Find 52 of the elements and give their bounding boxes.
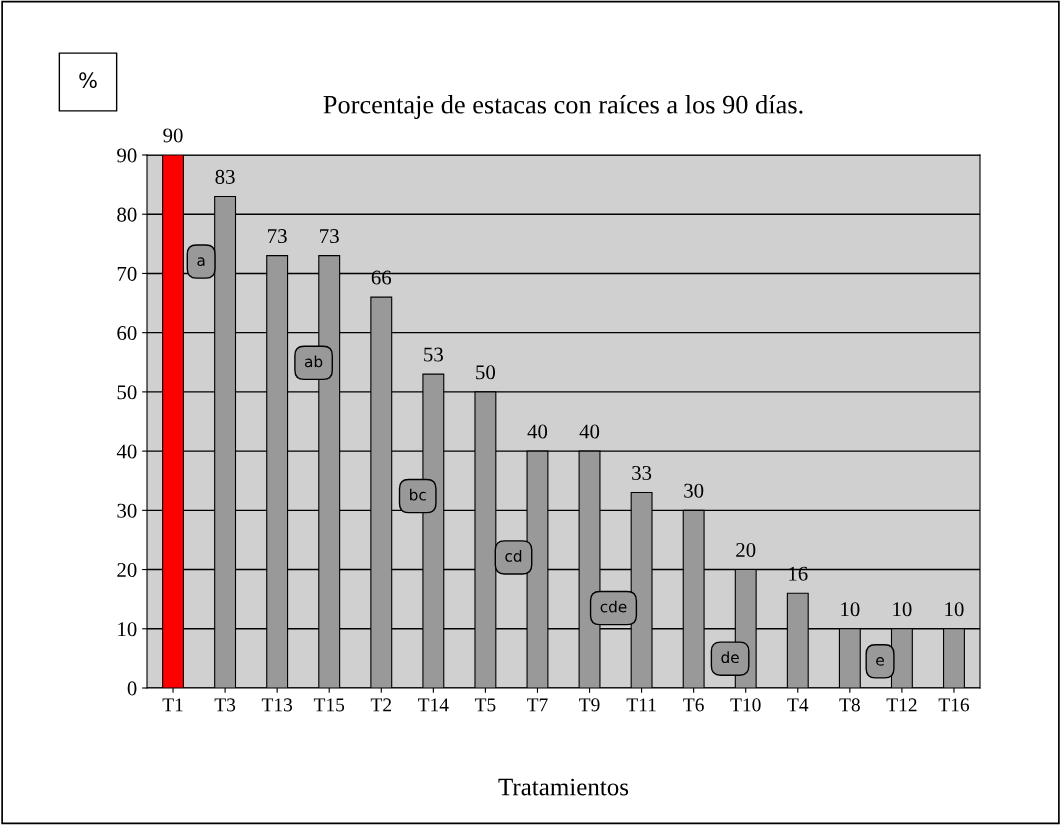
- x-tick-label: T6: [683, 698, 704, 712]
- y-tick-label: 10: [118, 622, 137, 637]
- y-tick-label: 60: [117, 326, 137, 341]
- y-tick-label: 90: [117, 148, 137, 163]
- x-tick-label: T3: [214, 698, 236, 712]
- x-tick-label: T12: [886, 698, 917, 712]
- x-tick-label: T9: [579, 698, 600, 712]
- y-tick-label: 40: [116, 444, 137, 459]
- data-label: 83: [215, 169, 235, 184]
- x-tick-label: T11: [626, 698, 656, 712]
- x-tick-label: T8: [839, 698, 860, 712]
- data-label: 50: [476, 365, 496, 380]
- x-tick-label: T5: [474, 698, 496, 712]
- data-label: 10: [841, 602, 860, 617]
- y-tick-label: 0: [127, 681, 137, 696]
- data-label: 33: [632, 466, 652, 480]
- data-label: 10: [893, 602, 912, 617]
- y-tick-label: 20: [117, 562, 137, 577]
- y-tick-label: 50: [117, 385, 137, 400]
- x-tick-label: T13: [261, 698, 293, 712]
- data-label: 66: [371, 270, 392, 285]
- data-label: 73: [320, 229, 339, 244]
- data-label: 40: [527, 424, 548, 439]
- y-tick-label: 30: [117, 503, 137, 518]
- annotation: cde: [600, 600, 627, 613]
- data-label: 90: [163, 128, 183, 143]
- x-tick-label: T14: [418, 698, 449, 712]
- annotation: de: [721, 651, 739, 664]
- annotation: cd: [505, 550, 522, 562]
- chart-title: Porcentaje de estacas con raíces a los 90 días.: [323, 94, 803, 119]
- data-label: 40: [579, 424, 600, 439]
- data-label: 53: [424, 347, 443, 362]
- y-axis-title: %: [79, 72, 97, 89]
- x-tick-label: T2: [370, 698, 392, 712]
- y-tick-label: 80: [117, 207, 137, 222]
- annotation: bc: [410, 488, 426, 501]
- x-tick-label: T1: [162, 698, 183, 712]
- data-label: 16: [789, 566, 808, 581]
- annotation: e: [876, 657, 884, 666]
- annotation: ab: [304, 355, 323, 368]
- y-tick-label: 70: [117, 266, 137, 281]
- annotation: a: [197, 257, 205, 267]
- x-tick-label: T16: [938, 698, 970, 712]
- data-label: 30: [684, 483, 704, 498]
- data-label: 10: [945, 602, 964, 617]
- x-tick-label: T4: [787, 698, 809, 712]
- data-label: 73: [268, 229, 287, 244]
- data-label: 20: [736, 542, 756, 557]
- x-axis-title: Tratamientos: [498, 778, 629, 796]
- x-tick-label: T10: [730, 698, 761, 712]
- x-tick-label: T7: [527, 698, 548, 712]
- x-tick-label: T15: [313, 698, 345, 712]
